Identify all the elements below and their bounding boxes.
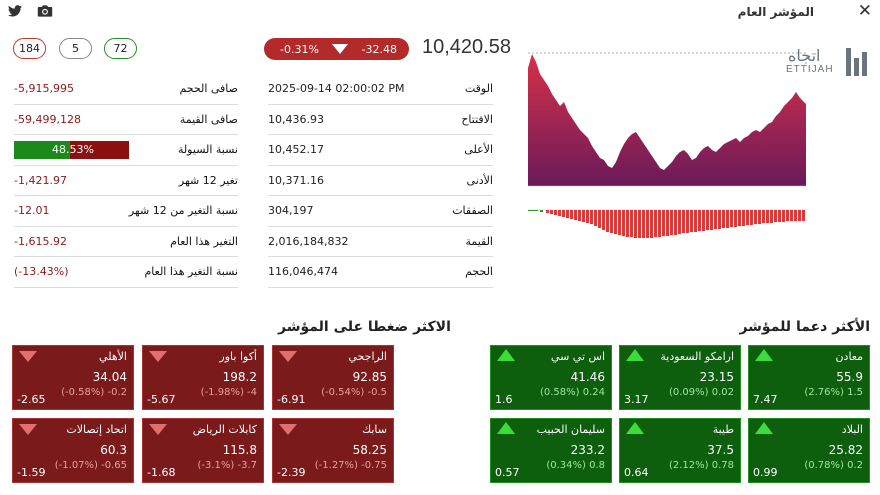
- stats-row: (-13.43%) نسبة التغير هذا العام: [14, 257, 238, 288]
- stock-tile[interactable]: طيبة 37.5 (2.12%) 0.78 0.64: [619, 418, 741, 483]
- down-arrow-icon: [19, 351, 37, 362]
- change-badge: -0.31% -32.48: [264, 38, 409, 60]
- index-price: 10,420.58: [422, 36, 511, 58]
- stock-tile[interactable]: سابك 58.25 (-1.27%) -0.75 -2.39: [272, 418, 394, 483]
- down-arrow-icon: [149, 424, 167, 435]
- down-arrow-icon: [279, 351, 297, 362]
- details-row: 116,046,474 الحجم: [268, 257, 493, 288]
- stats-row: -5,915,995 صافى الحجم: [14, 74, 238, 105]
- advancing-count-pill: 72: [104, 38, 137, 59]
- support-section-title: الأكثر دعما للمؤشر: [739, 319, 870, 335]
- stock-tile[interactable]: الراجحي 92.85 (-0.54%) -0.5 -6.91: [272, 345, 394, 410]
- stats-row: -1,421.97 تغير 12 شهر: [14, 166, 238, 196]
- close-icon[interactable]: ✕: [857, 1, 872, 21]
- stats-table: -5,915,995 صافى الحجم -59,499,128 صافى الق…: [14, 74, 238, 288]
- details-row: 304,197 الصفقات: [268, 196, 493, 227]
- camera-icon[interactable]: [37, 4, 53, 18]
- up-arrow-icon: [626, 349, 644, 361]
- stock-tile[interactable]: معادن 55.9 (2.76%) 1.5 7.47: [748, 345, 870, 410]
- down-arrow-icon: [332, 44, 349, 54]
- down-arrow-icon: [149, 351, 167, 362]
- stats-row: -59,499,128 صافى القيمة: [14, 105, 238, 135]
- brand-logo-icon: [846, 48, 867, 76]
- stock-tile[interactable]: أكوا باور 198.2 (-1.98%) -4 -5.67: [142, 345, 264, 410]
- declining-count-pill: 184: [13, 38, 46, 59]
- down-arrow-icon: [19, 424, 37, 435]
- up-arrow-icon: [626, 422, 644, 434]
- pressure-section-title: الاكثر ضغطا على المؤشر: [278, 319, 451, 335]
- up-arrow-icon: [497, 422, 515, 434]
- page-title: المؤشر العام: [737, 5, 814, 19]
- details-row: 10,436.93 الافتتاح: [268, 105, 493, 135]
- stock-tile[interactable]: كابلات الرياض 115.8 (-3.1%) -3.7 -1.68: [142, 418, 264, 483]
- change-value: -32.48: [361, 42, 397, 56]
- details-table: 2025-09-14 02:00:02 PM الوقت 10,436.93 الا…: [268, 74, 493, 288]
- liquidity-bar: 48.53%: [14, 140, 129, 159]
- stock-tile[interactable]: البلاد 25.82 (0.78%) 0.2 0.99: [748, 418, 870, 483]
- up-arrow-icon: [755, 422, 773, 434]
- down-arrow-icon: [279, 424, 297, 435]
- brand-logo-arabic: اتجاه: [788, 46, 821, 65]
- liquidity-bar-fill: [14, 140, 70, 159]
- stats-row: 48.53% نسبة السيولة: [14, 135, 238, 166]
- details-row: 10,452.17 الأعلى: [268, 135, 493, 166]
- details-row: 2,016,184,832 القيمة: [268, 227, 493, 257]
- details-row: 2025-09-14 02:00:02 PM الوقت: [268, 74, 493, 105]
- stock-tile[interactable]: ارامكو السعودية 23.15 (0.09%) 0.02 3.17: [619, 345, 741, 410]
- net-flow-bars: [528, 210, 805, 238]
- stats-row: -12.01 نسبة التغير من 12 شهر: [14, 196, 238, 227]
- stock-tile[interactable]: الأهلي 34.04 (-0.58%) -0.2 -2.65: [12, 345, 134, 410]
- intraday-chart[interactable]: [528, 28, 806, 250]
- unchanged-count-pill: 5: [59, 38, 92, 59]
- stock-tile[interactable]: سليمان الحبيب 233.2 (0.34%) 0.8 0.57: [490, 418, 612, 483]
- up-arrow-icon: [755, 349, 773, 361]
- brand-logo: ETTIJAH: [786, 64, 834, 75]
- change-pct: -0.31%: [280, 42, 319, 56]
- twitter-icon[interactable]: [8, 5, 22, 17]
- price-area: [528, 54, 806, 186]
- details-row: 10,371.16 الأدنى: [268, 166, 493, 196]
- up-arrow-icon: [497, 349, 515, 361]
- stats-row: -1,615.92 التغير هذا العام: [14, 227, 238, 257]
- stock-tile[interactable]: اس تي سي 41.46 (0.58%) 0.24 1.6: [490, 345, 612, 410]
- stock-tile[interactable]: اتحاد إتصالات 60.3 (-1.07%) -0.65 -1.59: [12, 418, 134, 483]
